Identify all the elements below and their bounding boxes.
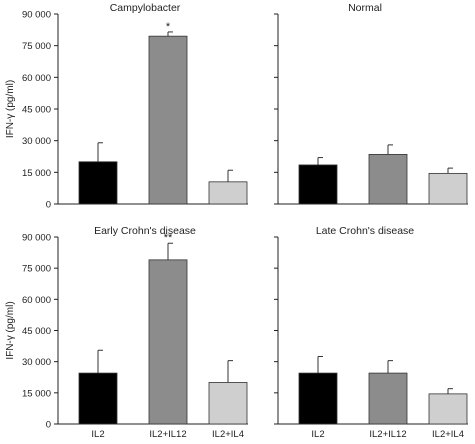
significance-marker: ** — [164, 232, 173, 244]
x-tick-label: IL2+IL12 — [369, 429, 406, 439]
y-tick-label: 15 000 — [22, 388, 51, 399]
bar — [368, 153, 408, 205]
y-tick-label: 90 000 — [22, 10, 51, 21]
bar — [208, 181, 248, 205]
x-tick-label: IL2+IL4 — [432, 429, 464, 439]
bar — [78, 372, 118, 425]
y-tick-label: 0 — [46, 200, 51, 211]
panel-title: Early Crohn's disease — [94, 225, 196, 237]
panel-title: Normal — [348, 2, 382, 14]
x-tick-label: IL2 — [91, 429, 104, 439]
x-tick-label: IL2 — [311, 429, 324, 439]
bar — [148, 35, 188, 205]
x-tick-label: IL2+IL4 — [212, 429, 244, 439]
y-tick-label: 45 000 — [22, 105, 51, 116]
y-tick-label: 45 000 — [22, 326, 51, 337]
x-tick-label: IL2+IL12 — [149, 429, 186, 439]
bar — [298, 164, 338, 205]
bar — [78, 161, 118, 205]
y-axis-title: IFN-γ (pg/ml) — [5, 80, 16, 138]
bar — [208, 382, 248, 425]
bar — [368, 372, 408, 425]
significance-marker: * — [166, 21, 171, 33]
bar — [428, 393, 468, 425]
panel-title: Campylobacter — [110, 2, 181, 14]
bar — [148, 259, 188, 425]
y-tick-label: 60 000 — [22, 73, 51, 84]
y-tick-label: 15 000 — [22, 168, 51, 179]
panel-title: Late Crohn's disease — [316, 225, 414, 237]
y-tick-label: 30 000 — [22, 136, 51, 147]
y-tick-label: 90 000 — [22, 233, 51, 244]
y-tick-label: 75 000 — [22, 41, 51, 52]
y-tick-label: 60 000 — [22, 295, 51, 306]
y-axis-title: IFN-γ (pg/ml) — [5, 301, 16, 359]
y-tick-label: 0 — [46, 420, 51, 431]
bar — [298, 372, 338, 425]
y-tick-label: 75 000 — [22, 264, 51, 275]
bar — [428, 172, 468, 205]
y-tick-label: 30 000 — [22, 357, 51, 368]
